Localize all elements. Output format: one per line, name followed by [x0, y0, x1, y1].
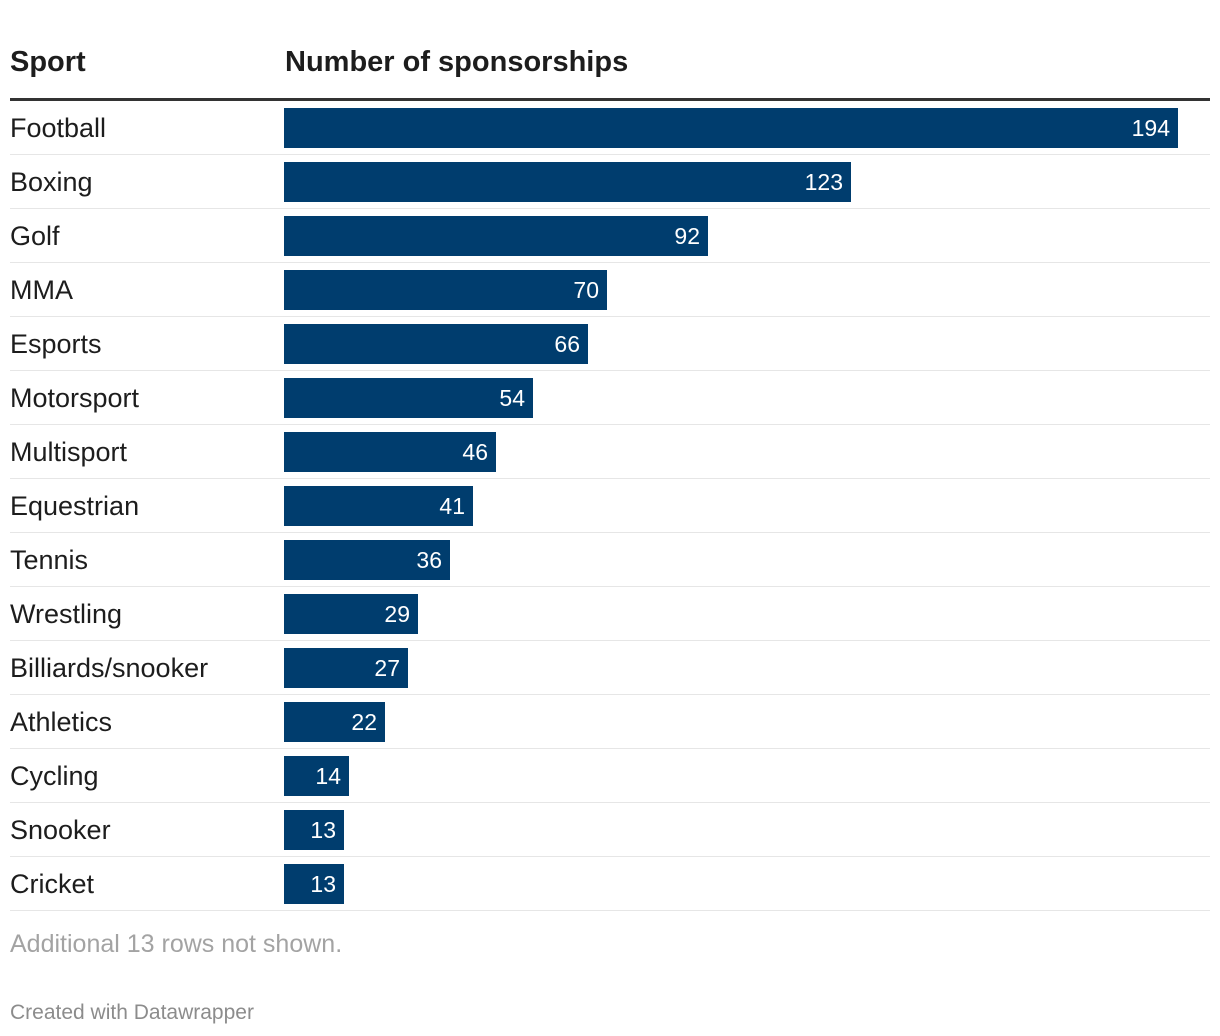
category-label: Golf — [10, 221, 60, 251]
bar: 46 — [284, 432, 496, 472]
category-label: Cycling — [10, 761, 99, 791]
bar-value-label: 22 — [351, 709, 377, 735]
bar-track: 41 — [284, 486, 1204, 526]
bar-track: 36 — [284, 540, 1204, 580]
chart-rows: Football 194 Boxing 123 Golf 92 MMA 70 Esports 66… — [10, 101, 1210, 911]
bar-value-label: 66 — [554, 331, 580, 357]
bar-value-label: 92 — [674, 223, 700, 249]
bar: 36 — [284, 540, 450, 580]
bar-track: 13 — [284, 810, 1204, 850]
column-header-number: Number of sponsorships — [285, 46, 629, 78]
category-label: Multisport — [10, 437, 128, 467]
category-label: Esports — [10, 329, 102, 359]
table-row: Motorsport 54 — [10, 371, 1210, 425]
table-row: Athletics 22 — [10, 695, 1210, 749]
rows-not-shown-note: Additional 13 rows not shown. — [10, 930, 343, 958]
table-row: Esports 66 — [10, 317, 1210, 371]
bar: 13 — [284, 864, 344, 904]
bar-track: 14 — [284, 756, 1204, 796]
bar-track: 54 — [284, 378, 1204, 418]
category-label: Athletics — [10, 707, 113, 737]
table-row: Billiards/snooker 27 — [10, 641, 1210, 695]
datawrapper-credit: Created with Datawrapper — [10, 1001, 254, 1024]
table-row: Football 194 — [10, 101, 1210, 155]
bar-value-label: 41 — [439, 493, 465, 519]
bar: 41 — [284, 486, 473, 526]
bar: 14 — [284, 756, 349, 796]
category-label: Cricket — [10, 869, 95, 899]
table-row: Golf 92 — [10, 209, 1210, 263]
bar-value-label: 46 — [462, 439, 488, 465]
table-row: Cycling 14 — [10, 749, 1210, 803]
table-header: Sport Number of sponsorships — [10, 0, 1210, 101]
bar-track: 22 — [284, 702, 1204, 742]
bar: 54 — [284, 378, 533, 418]
category-label: Motorsport — [10, 383, 140, 413]
bar-track: 46 — [284, 432, 1204, 472]
bar-track: 123 — [284, 162, 1204, 202]
bar-track: 194 — [284, 108, 1204, 148]
table-row: Snooker 13 — [10, 803, 1210, 857]
bar-value-label: 13 — [310, 871, 336, 897]
category-label: Wrestling — [10, 599, 123, 629]
table-row: Wrestling 29 — [10, 587, 1210, 641]
bar: 194 — [284, 108, 1178, 148]
category-label: MMA — [10, 275, 73, 305]
category-label: Football — [10, 113, 107, 143]
bar-value-label: 27 — [374, 655, 400, 681]
bar: 22 — [284, 702, 385, 742]
column-header-sport: Sport — [10, 46, 86, 78]
bar-value-label: 36 — [416, 547, 442, 573]
bar-value-label: 14 — [315, 763, 341, 789]
bar-value-label: 13 — [310, 817, 336, 843]
bar-value-label: 54 — [499, 385, 525, 411]
bar: 92 — [284, 216, 708, 256]
bar: 27 — [284, 648, 408, 688]
bar-value-label: 123 — [804, 169, 843, 195]
category-label: Snooker — [10, 815, 111, 845]
bar-value-label: 29 — [384, 601, 410, 627]
bar: 29 — [284, 594, 418, 634]
bar: 13 — [284, 810, 344, 850]
bar: 66 — [284, 324, 588, 364]
bar-value-label: 194 — [1131, 115, 1170, 141]
bar-track: 92 — [284, 216, 1204, 256]
bar: 123 — [284, 162, 851, 202]
table-row: Equestrian 41 — [10, 479, 1210, 533]
table-row: Cricket 13 — [10, 857, 1210, 911]
category-label: Equestrian — [10, 491, 140, 521]
bar-track: 29 — [284, 594, 1204, 634]
bar-track: 27 — [284, 648, 1204, 688]
table-row: Multisport 46 — [10, 425, 1210, 479]
bar-value-label: 70 — [573, 277, 599, 303]
bar-chart: Sport Number of sponsorships Football 194… — [10, 0, 1210, 911]
category-label: Tennis — [10, 545, 89, 575]
bar: 70 — [284, 270, 607, 310]
table-row: Tennis 36 — [10, 533, 1210, 587]
bar-track: 66 — [284, 324, 1204, 364]
table-row: Boxing 123 — [10, 155, 1210, 209]
category-label: Boxing — [10, 167, 93, 197]
bar-track: 70 — [284, 270, 1204, 310]
category-label: Billiards/snooker — [10, 653, 209, 683]
table-row: MMA 70 — [10, 263, 1210, 317]
bar-track: 13 — [284, 864, 1204, 904]
